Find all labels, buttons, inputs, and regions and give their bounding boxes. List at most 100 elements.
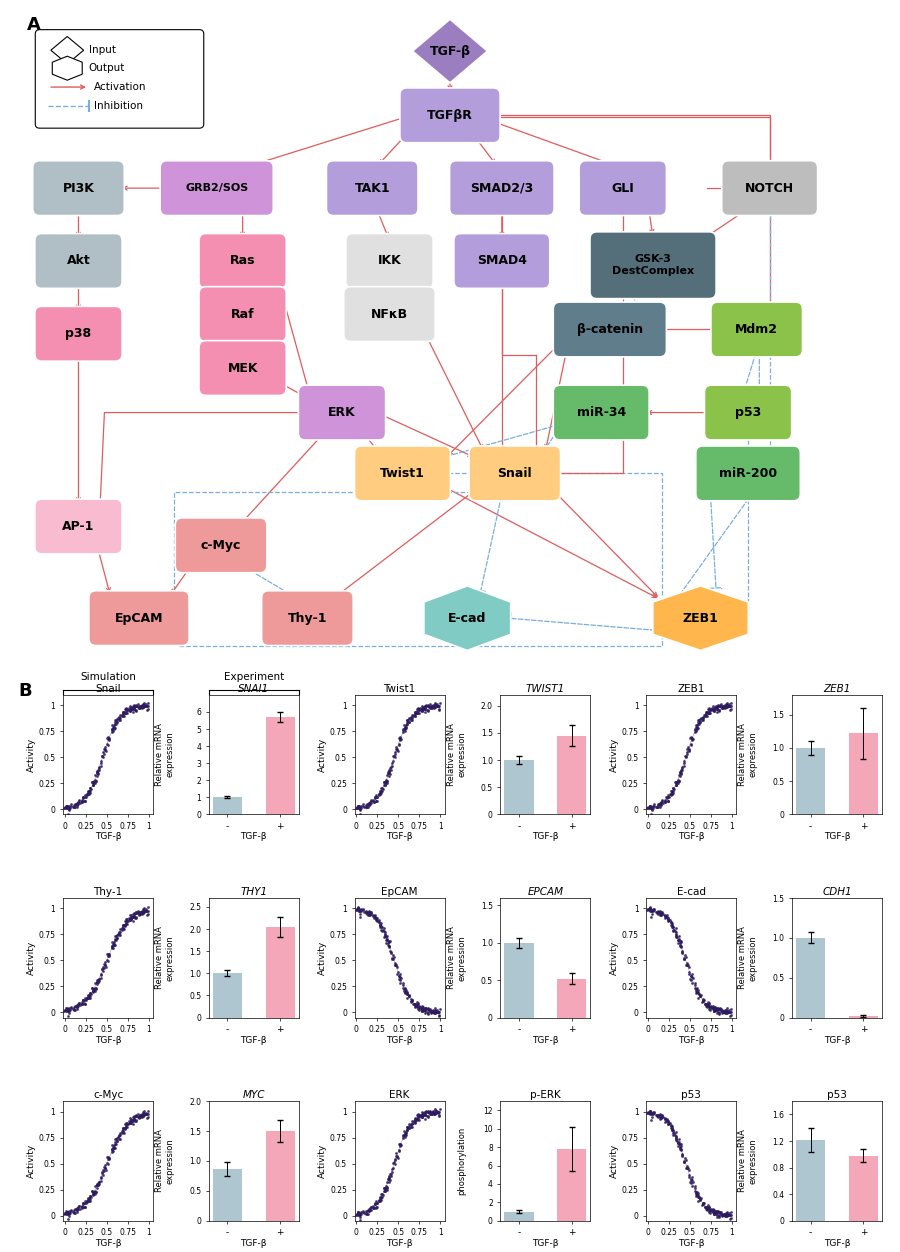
Point xyxy=(59,1202,74,1222)
Point xyxy=(138,696,152,716)
Point xyxy=(91,1176,105,1196)
Point xyxy=(123,697,138,717)
Point xyxy=(359,901,374,921)
Point xyxy=(377,771,392,791)
Point xyxy=(709,1000,724,1020)
Point xyxy=(126,904,140,924)
Point xyxy=(373,781,387,801)
Point xyxy=(102,727,116,747)
Point xyxy=(119,699,133,719)
Text: AP-1: AP-1 xyxy=(62,520,94,533)
Point xyxy=(374,777,389,798)
Point xyxy=(402,1114,417,1134)
Point xyxy=(377,1178,392,1198)
Point xyxy=(653,794,668,814)
Point xyxy=(428,696,443,716)
Point xyxy=(418,1102,433,1122)
Point xyxy=(368,1193,382,1213)
Point xyxy=(129,903,143,923)
Point xyxy=(398,1124,412,1144)
Point xyxy=(389,737,403,757)
Point xyxy=(401,710,416,730)
Point xyxy=(722,696,736,716)
Point xyxy=(665,913,680,933)
Point xyxy=(389,955,403,975)
Point xyxy=(374,1187,388,1207)
Point xyxy=(108,714,122,734)
Point xyxy=(366,905,381,925)
Point xyxy=(428,696,442,716)
Point xyxy=(408,704,422,724)
Point xyxy=(432,1102,446,1122)
Point xyxy=(84,984,98,1004)
Point xyxy=(651,901,665,921)
Point xyxy=(716,1206,731,1226)
Point xyxy=(379,770,393,790)
Point xyxy=(78,788,93,808)
Point xyxy=(715,696,729,716)
Point xyxy=(374,916,388,936)
Point xyxy=(708,1203,723,1223)
Point xyxy=(643,799,657,819)
Point xyxy=(701,995,716,1015)
Point xyxy=(92,760,106,780)
Point xyxy=(422,1103,436,1123)
Point xyxy=(104,1139,119,1159)
Point xyxy=(356,796,370,816)
Point xyxy=(668,921,682,942)
Point xyxy=(712,999,726,1019)
Point xyxy=(122,1113,137,1133)
Point xyxy=(420,1102,435,1122)
Point xyxy=(98,1158,112,1178)
Point xyxy=(129,701,143,721)
Point xyxy=(136,1106,150,1126)
Point xyxy=(92,757,106,777)
Point xyxy=(138,900,152,920)
Point xyxy=(425,697,439,717)
Point xyxy=(377,772,392,793)
Point xyxy=(82,781,96,801)
Point xyxy=(380,1177,394,1197)
Point xyxy=(367,908,382,928)
Point xyxy=(702,700,716,720)
Point xyxy=(353,799,367,819)
Point xyxy=(104,1142,119,1162)
Point xyxy=(77,1197,92,1217)
Point xyxy=(423,1000,437,1020)
Point xyxy=(105,719,120,739)
FancyBboxPatch shape xyxy=(89,591,189,646)
Point xyxy=(678,1148,692,1168)
Point xyxy=(699,705,714,725)
Point xyxy=(408,994,422,1014)
Point xyxy=(419,1106,434,1126)
Point xyxy=(102,1149,116,1169)
Point xyxy=(86,1182,100,1202)
Point xyxy=(696,989,710,1009)
Point xyxy=(66,999,80,1019)
Point xyxy=(103,945,117,965)
Point xyxy=(87,771,102,791)
Point xyxy=(398,983,412,1003)
Point xyxy=(89,762,104,782)
Point xyxy=(130,1104,145,1124)
Point xyxy=(660,788,674,808)
Point xyxy=(140,1108,154,1128)
Point xyxy=(127,699,141,719)
Point xyxy=(702,699,716,719)
Point xyxy=(78,788,93,808)
Point xyxy=(67,1203,81,1223)
Point xyxy=(76,788,91,808)
Point xyxy=(396,1126,410,1146)
Point xyxy=(83,1186,97,1206)
Point xyxy=(69,794,84,814)
Point xyxy=(94,959,109,979)
Point xyxy=(420,696,435,716)
Point xyxy=(72,995,86,1015)
Point xyxy=(394,729,409,749)
Point xyxy=(75,993,89,1013)
Point xyxy=(398,982,412,1002)
Point xyxy=(398,1124,412,1144)
Point xyxy=(369,910,383,930)
Point xyxy=(720,1000,734,1020)
Point xyxy=(382,931,397,952)
